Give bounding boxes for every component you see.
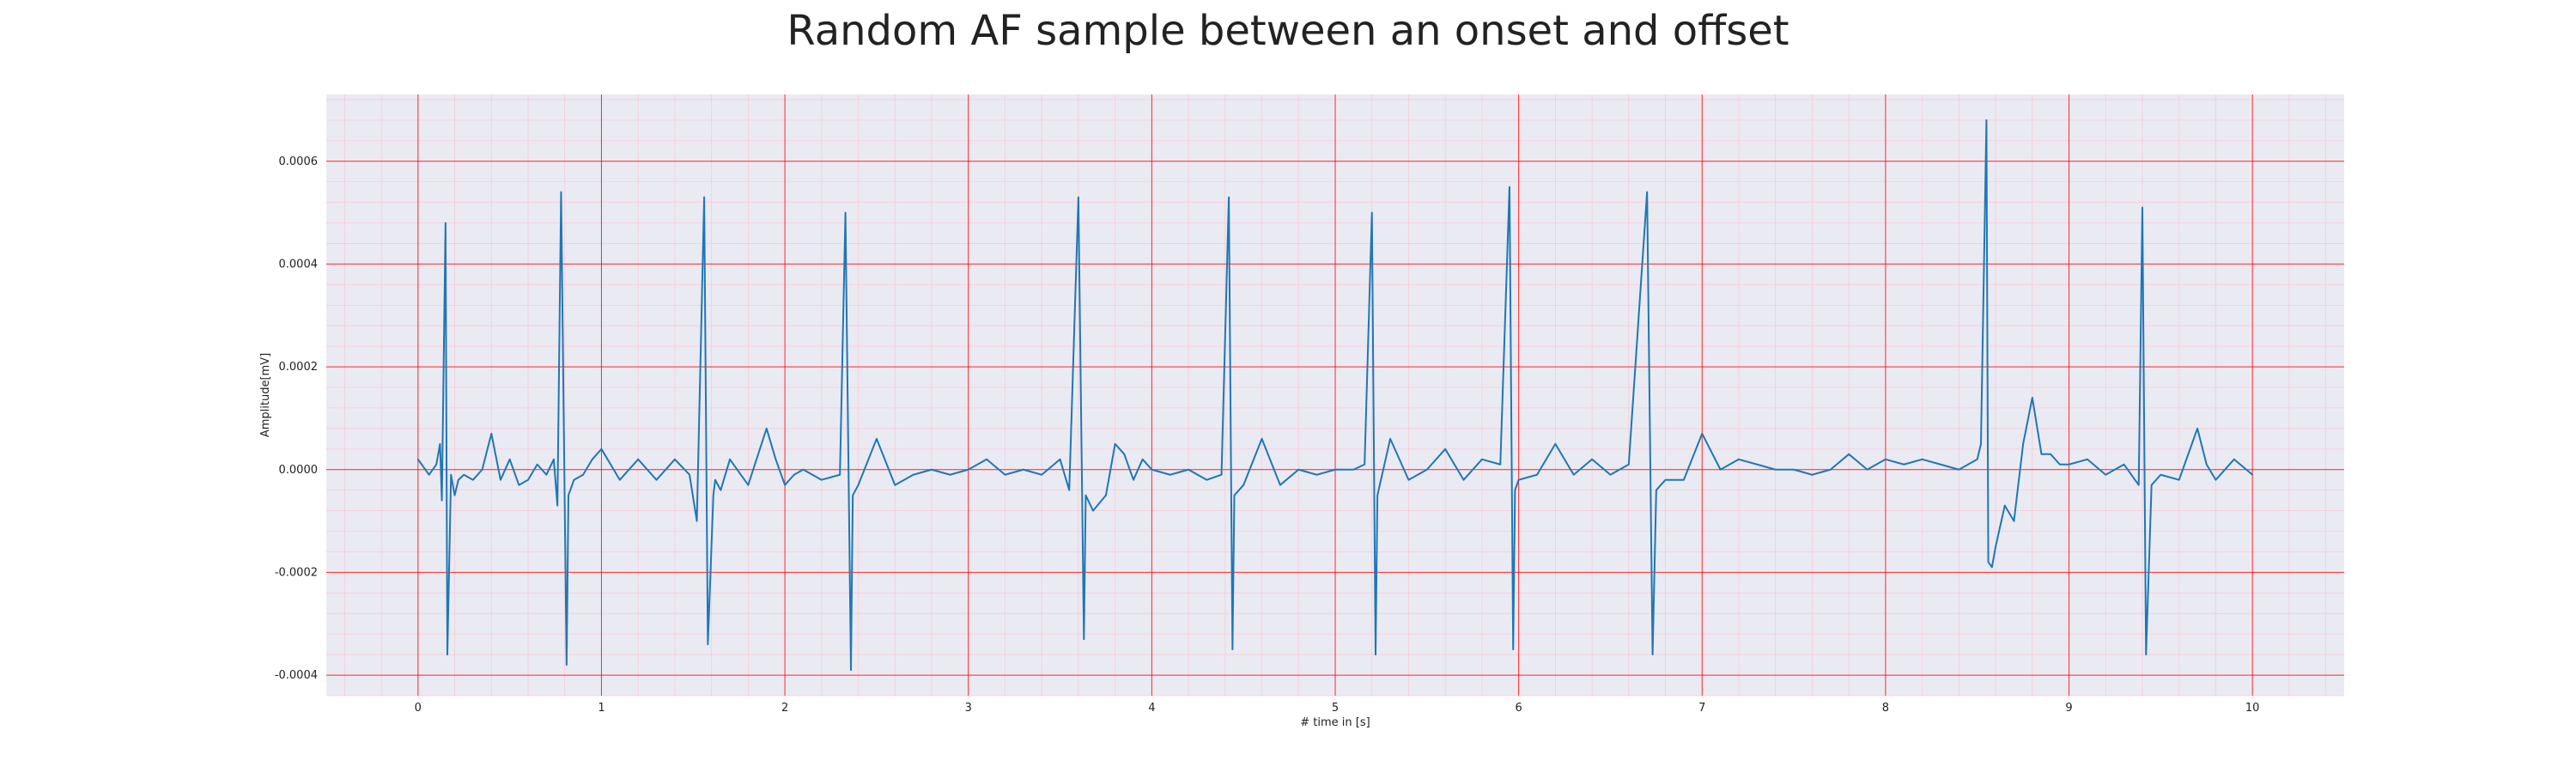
y-tick-label: 0.0004 bbox=[279, 258, 319, 271]
y-axis-label: Amplitude[mV] bbox=[259, 353, 272, 437]
x-tick-label: 8 bbox=[1882, 702, 1889, 715]
x-axis-ticks: 0 1 2 3 4 5 6 7 8 9 10 bbox=[415, 702, 2260, 715]
x-axis-label: # time in [s] bbox=[1300, 716, 1370, 729]
y-axis-ticks: -0.0004 -0.0002 0.0000 0.0002 0.0004 0.0006 bbox=[275, 155, 318, 682]
x-tick-label: 4 bbox=[1148, 702, 1155, 715]
x-tick-label: 6 bbox=[1515, 702, 1522, 715]
x-tick-label: 10 bbox=[2245, 702, 2260, 715]
x-tick-label: 9 bbox=[2065, 702, 2072, 715]
x-tick-label: 3 bbox=[965, 702, 972, 715]
y-tick-label: -0.0004 bbox=[275, 669, 318, 682]
x-tick-label: 0 bbox=[415, 702, 422, 715]
y-tick-label: 0.0002 bbox=[279, 361, 319, 374]
x-tick-label: 5 bbox=[1332, 702, 1339, 715]
series-group bbox=[416, 119, 2254, 672]
x-tick-label: 1 bbox=[598, 702, 605, 715]
chart-title: Random AF sample between an onset and of… bbox=[787, 7, 1789, 55]
x-tick-label: 7 bbox=[1698, 702, 1705, 715]
x-tick-label: 2 bbox=[781, 702, 788, 715]
y-tick-label: 0.0000 bbox=[279, 464, 319, 477]
series-line bbox=[416, 119, 2254, 672]
major-grid bbox=[326, 94, 2344, 696]
y-tick-label: 0.0006 bbox=[279, 155, 319, 168]
y-tick-label: -0.0002 bbox=[275, 566, 318, 579]
